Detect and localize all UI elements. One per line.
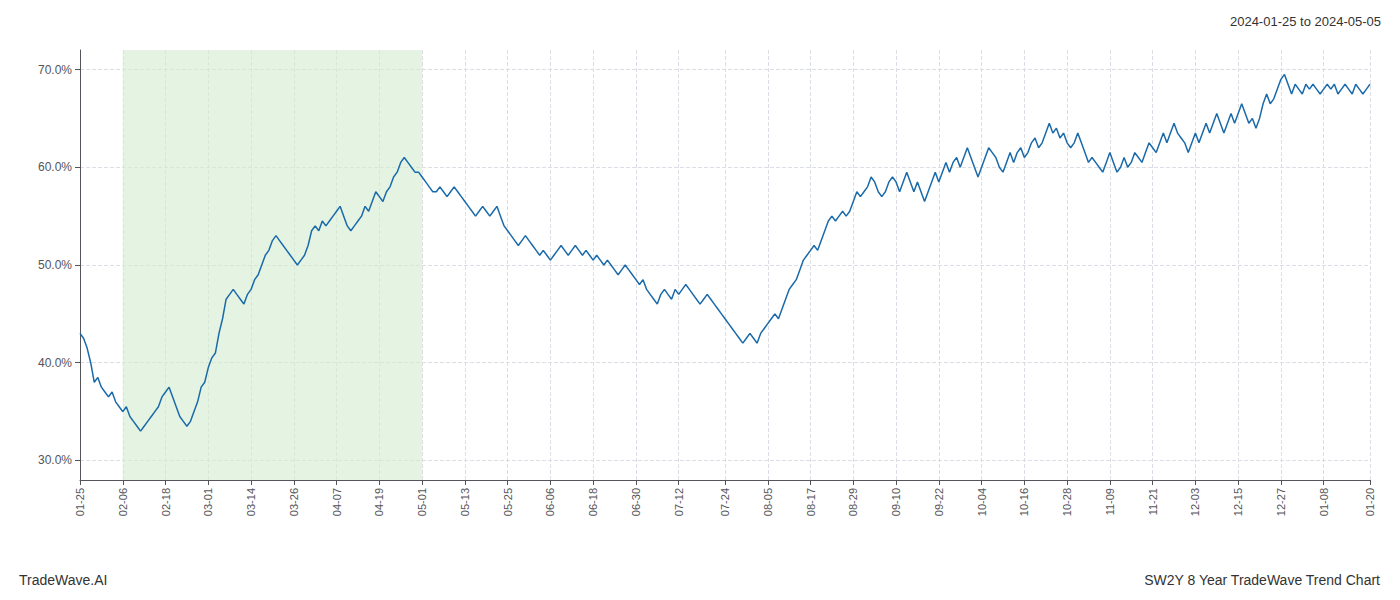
svg-text:12-27: 12-27 bbox=[1275, 488, 1287, 516]
svg-text:05-25: 05-25 bbox=[502, 488, 514, 516]
svg-text:04-19: 04-19 bbox=[373, 488, 385, 516]
svg-text:09-22: 09-22 bbox=[933, 488, 945, 516]
svg-text:40.0%: 40.0% bbox=[38, 356, 72, 370]
svg-text:2024-01-25 to 2024-05-05: 2024-01-25 to 2024-05-05 bbox=[1230, 14, 1381, 29]
svg-text:10-28: 10-28 bbox=[1061, 488, 1073, 516]
svg-text:11-21: 11-21 bbox=[1147, 488, 1159, 515]
svg-text:06-30: 06-30 bbox=[630, 488, 642, 516]
svg-text:01-25: 01-25 bbox=[74, 488, 86, 516]
svg-text:09-10: 09-10 bbox=[890, 488, 902, 516]
svg-text:03-14: 03-14 bbox=[245, 488, 257, 516]
svg-text:11-09: 11-09 bbox=[1104, 488, 1116, 515]
svg-text:07-12: 07-12 bbox=[673, 488, 685, 516]
svg-text:60.0%: 60.0% bbox=[38, 160, 72, 174]
svg-text:02-06: 02-06 bbox=[117, 488, 129, 516]
svg-text:05-01: 05-01 bbox=[416, 488, 428, 516]
svg-text:70.0%: 70.0% bbox=[38, 63, 72, 77]
svg-text:TradeWave.AI: TradeWave.AI bbox=[19, 572, 107, 588]
svg-text:30.0%: 30.0% bbox=[38, 453, 72, 467]
svg-text:01-20: 01-20 bbox=[1364, 488, 1376, 516]
svg-text:08-17: 08-17 bbox=[805, 488, 817, 516]
svg-text:10-04: 10-04 bbox=[976, 488, 988, 516]
svg-text:02-18: 02-18 bbox=[160, 488, 172, 516]
svg-text:03-01: 03-01 bbox=[202, 488, 214, 516]
svg-text:06-06: 06-06 bbox=[544, 488, 556, 516]
svg-text:06-18: 06-18 bbox=[587, 488, 599, 516]
svg-text:12-03: 12-03 bbox=[1189, 488, 1201, 516]
svg-text:04-07: 04-07 bbox=[331, 488, 343, 516]
svg-text:10-16: 10-16 bbox=[1018, 488, 1030, 516]
svg-text:12-15: 12-15 bbox=[1232, 488, 1244, 516]
svg-text:SW2Y 8 Year TradeWave Trend Ch: SW2Y 8 Year TradeWave Trend Chart bbox=[1144, 572, 1380, 588]
svg-text:03-26: 03-26 bbox=[288, 488, 300, 516]
svg-text:07-24: 07-24 bbox=[719, 488, 731, 516]
svg-text:08-29: 08-29 bbox=[847, 488, 859, 516]
svg-text:08-05: 08-05 bbox=[762, 488, 774, 516]
svg-text:05-13: 05-13 bbox=[459, 488, 471, 516]
svg-text:01-08: 01-08 bbox=[1318, 488, 1330, 516]
svg-text:50.0%: 50.0% bbox=[38, 258, 72, 272]
